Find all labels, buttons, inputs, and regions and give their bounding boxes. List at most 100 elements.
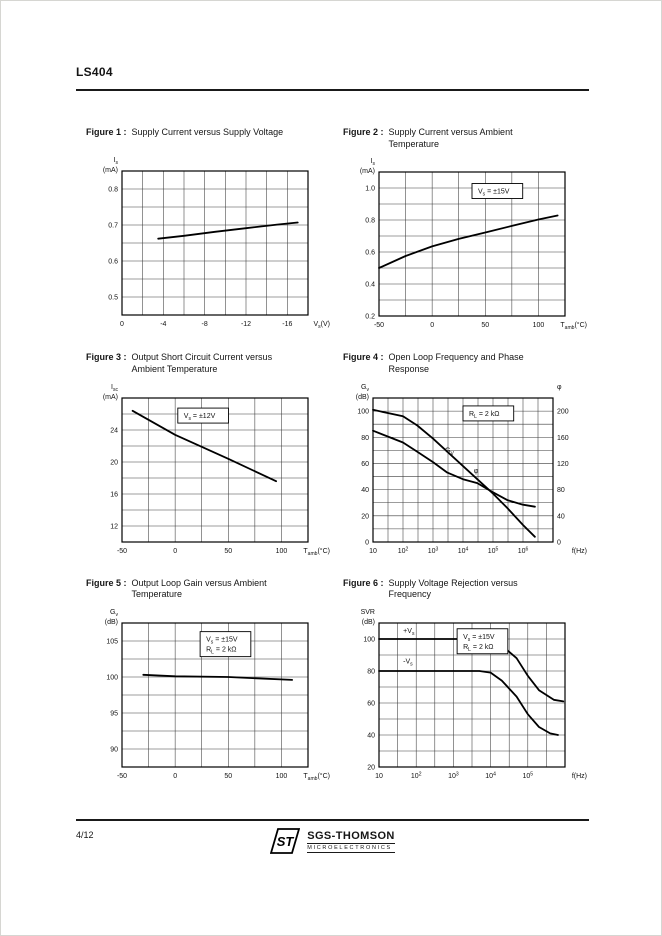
figure-3-title: Figure 3 : Output Short Circuit Current …: [86, 352, 335, 375]
svg-text:-50: -50: [374, 322, 384, 329]
svg-text:103: 103: [448, 771, 459, 780]
svg-text:(dB): (dB): [362, 619, 375, 626]
figure-3: Figure 3 : Output Short Circuit Current …: [78, 352, 335, 565]
figure-2-chart: -50 0 50 100 Tamb(°C) 0.2 0.4 0.6 0.8 1.0 Is(mA) Vs…: [360, 158, 587, 331]
svg-text:(mA): (mA): [103, 394, 118, 401]
svg-text:105: 105: [106, 639, 118, 646]
figure-2-caption: Supply Current versus Ambient Temperatur…: [388, 127, 513, 149]
svg-text:RL = 2 kΩ: RL = 2 kΩ: [206, 647, 236, 656]
svg-text:60: 60: [361, 461, 369, 468]
svg-text:40: 40: [557, 513, 565, 520]
svg-text:10: 10: [369, 548, 377, 555]
svg-text:f(Hz): f(Hz): [572, 773, 587, 780]
svg-text:0.7: 0.7: [108, 223, 118, 230]
svg-text:0: 0: [557, 539, 561, 546]
svg-text:Tamb(°C): Tamb(°C): [560, 321, 587, 331]
svg-text:12: 12: [110, 523, 118, 530]
svg-text:20: 20: [367, 765, 375, 772]
svg-text:f(Hz): f(Hz): [572, 548, 587, 555]
svg-text:60: 60: [367, 701, 375, 708]
svg-text:Vs(V): Vs(V): [313, 321, 330, 330]
figure-1: Figure 1 : Supply Current versus Supply …: [78, 127, 335, 340]
brand-name: SGS-THOMSON: [307, 829, 395, 842]
brand-text: SGS-THOMSON MICROELECTRONICS: [307, 830, 395, 853]
figure-1-title: Figure 1 : Supply Current versus Supply …: [86, 127, 335, 149]
svg-text:1.0: 1.0: [365, 186, 375, 193]
svg-text:Vs = ±12V: Vs = ±12V: [184, 413, 216, 422]
svg-text:0: 0: [173, 773, 177, 780]
st-logo-icon: ST: [270, 828, 301, 854]
svg-text:100: 100: [276, 548, 288, 555]
svg-text:100: 100: [357, 408, 369, 415]
svg-text:Vs = ±15V: Vs = ±15V: [478, 189, 510, 198]
svg-text:(dB): (dB): [105, 619, 118, 626]
figure-6: Figure 6 : Supply Voltage Rejection vers…: [335, 578, 592, 791]
svg-text:24: 24: [110, 427, 118, 434]
svg-text:RL = 2 kΩ: RL = 2 kΩ: [463, 644, 493, 653]
svg-text:120: 120: [557, 461, 569, 468]
figure-6-caption: Supply Voltage Rejection versus Frequenc…: [388, 577, 518, 600]
figure-2: Figure 2 : Supply Current versus Ambient…: [335, 127, 592, 340]
svg-text:0: 0: [430, 322, 434, 329]
svg-text:105: 105: [522, 771, 533, 780]
svg-text:200: 200: [557, 408, 569, 415]
figure-5-chart: -50 0 50 100 Tamb(°C) 90 95 100 105 Gv(dB) Vs = ±1…: [105, 609, 330, 782]
svg-text:Is: Is: [371, 158, 376, 167]
product-title: LS404: [76, 65, 113, 79]
figure-4-caption: Open Loop Frequency and Phase Response: [388, 352, 524, 375]
svg-text:100: 100: [363, 637, 375, 644]
svg-text:80: 80: [361, 435, 369, 442]
svg-text:+Vs: +Vs: [403, 628, 415, 637]
svg-text:φ: φ: [474, 468, 479, 475]
svg-text:95: 95: [110, 711, 118, 718]
figure-3-label: Figure 3 :: [86, 352, 127, 363]
svg-text:0: 0: [120, 321, 124, 328]
svg-text:106: 106: [518, 546, 529, 555]
brand-logo: ST SGS-THOMSON MICROELECTRONICS: [76, 821, 589, 854]
figure-5-title: Figure 5 : Output Loop Gain versus Ambie…: [86, 578, 335, 601]
svg-text:102: 102: [411, 771, 422, 780]
svg-text:90: 90: [110, 747, 118, 754]
figure-4-chart: 10 102 103 104 105 106 f(Hz) 0 20 40 60 80 100 0 40 80 1…: [356, 384, 587, 555]
svg-text:Vs = ±15V: Vs = ±15V: [463, 634, 495, 643]
svg-text:Tamb(°C): Tamb(°C): [303, 772, 330, 782]
svg-text:GV: GV: [445, 447, 454, 456]
figure-2-label: Figure 2 :: [343, 127, 384, 137]
svg-text:0: 0: [173, 548, 177, 555]
svg-text:100: 100: [276, 773, 288, 780]
svg-text:102: 102: [398, 546, 409, 555]
svg-text:Tamb(°C): Tamb(°C): [303, 547, 330, 557]
svg-text:0.2: 0.2: [365, 314, 375, 321]
st-logo-text: ST: [277, 834, 295, 849]
figure-5-label: Figure 5 :: [86, 577, 127, 588]
svg-text:0.8: 0.8: [108, 187, 118, 194]
svg-text:160: 160: [557, 435, 569, 442]
svg-text:105: 105: [488, 546, 499, 555]
svg-text:(dB): (dB): [356, 394, 369, 401]
svg-text:Vs = ±15V: Vs = ±15V: [206, 637, 238, 646]
figure-2-title: Figure 2 : Supply Current versus Ambient…: [343, 127, 592, 150]
svg-text:104: 104: [458, 546, 469, 555]
svg-text:0.6: 0.6: [108, 259, 118, 266]
svg-text:10: 10: [375, 773, 383, 780]
svg-text:50: 50: [224, 548, 232, 555]
svg-text:-8: -8: [202, 321, 208, 328]
svg-text:-16: -16: [282, 321, 292, 328]
figure-5-caption: Output Loop Gain versus Ambient Temperat…: [131, 577, 267, 600]
figures-grid: Figure 1 : Supply Current versus Supply …: [78, 127, 592, 791]
figure-4-label: Figure 4 :: [343, 352, 384, 363]
svg-text:(mA): (mA): [103, 167, 118, 174]
svg-text:40: 40: [367, 733, 375, 740]
svg-text:40: 40: [361, 487, 369, 494]
svg-text:SVR: SVR: [361, 609, 375, 616]
svg-text:100: 100: [106, 675, 118, 682]
figure-5: Figure 5 : Output Loop Gain versus Ambie…: [78, 578, 335, 791]
svg-text:20: 20: [361, 513, 369, 520]
figure-3-caption: Output Short Circuit Current versus Ambi…: [131, 352, 273, 375]
header: LS404: [76, 63, 589, 91]
figure-4: Figure 4 : Open Loop Frequency and Phase…: [335, 352, 592, 565]
svg-text:100: 100: [533, 322, 545, 329]
svg-text:0.5: 0.5: [108, 295, 118, 302]
svg-text:-50: -50: [117, 548, 127, 555]
svg-text:20: 20: [110, 459, 118, 466]
